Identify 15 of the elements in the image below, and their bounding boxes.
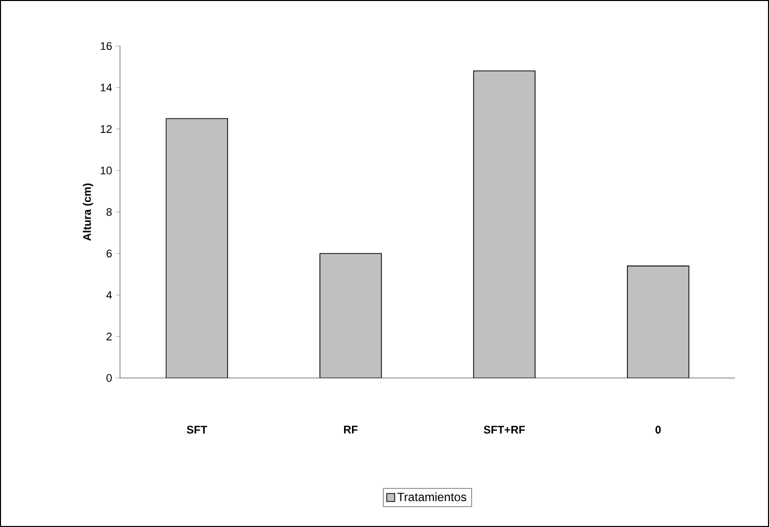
y-axis-title: Altura (cm) — [82, 184, 94, 241]
x-tick-label: SFT+RF — [484, 426, 525, 434]
y-tick-label: 10 — [100, 166, 112, 174]
y-tick-label: 14 — [100, 84, 112, 92]
x-tick-label: RF — [344, 426, 358, 434]
y-tick-label: 6 — [106, 250, 112, 258]
legend-label: Tratamientos — [397, 492, 466, 502]
y-tick-label: 8 — [106, 208, 112, 216]
x-tick-label: 0 — [656, 426, 661, 434]
y-tick-label: 16 — [100, 42, 112, 50]
y-tick-label: 4 — [106, 291, 112, 299]
y-tick-label: 12 — [100, 125, 112, 133]
y-tick-label: 0 — [106, 374, 112, 382]
x-tick-label: SFT — [186, 426, 208, 434]
y-tick-label: 2 — [106, 332, 112, 340]
